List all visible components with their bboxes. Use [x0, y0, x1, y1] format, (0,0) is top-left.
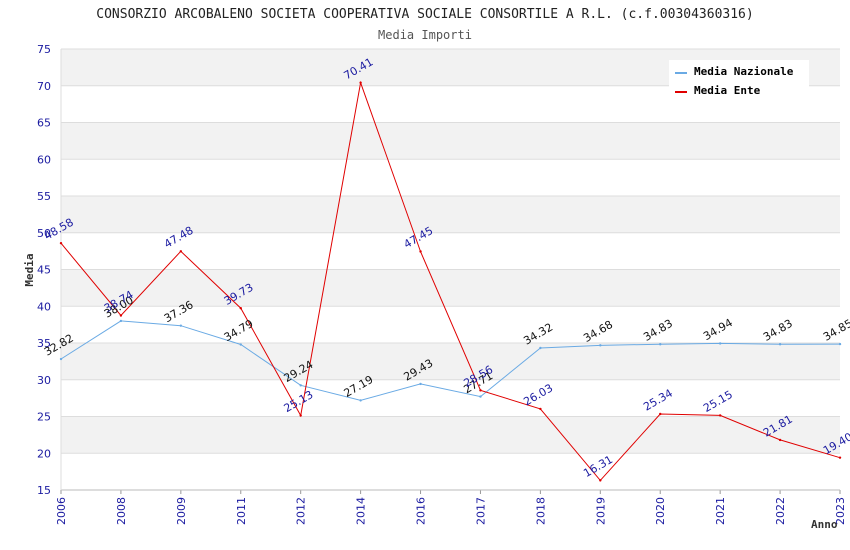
data-point-nazionale — [539, 346, 542, 350]
series-lines — [59, 80, 842, 482]
y-tick-label: 75 — [37, 43, 51, 56]
y-tick-label: 55 — [37, 190, 51, 203]
data-point-nazionale — [59, 357, 63, 361]
data-point-ente — [119, 314, 123, 317]
y-tick-label: 20 — [37, 447, 51, 460]
data-point-nazionale — [718, 342, 722, 345]
y-tick-label: 60 — [37, 153, 51, 166]
legend-label-nazionale: Media Nazionale — [694, 65, 794, 78]
data-point-ente — [599, 479, 602, 482]
grid-band — [61, 196, 840, 233]
y-axis-ticks: 15 20 25 30 35 40 45 50 55 60 65 70 75 — [37, 43, 51, 497]
x-tick-label: 2018 — [534, 497, 547, 525]
x-axis-ticks: 2006 2008 2009 2011 2012 2014 2016 2017 2018 2019… — [55, 497, 847, 525]
x-tick-label: 2023 — [834, 497, 847, 525]
x-tick-label: 2020 — [654, 497, 667, 525]
data-point-ente — [778, 438, 782, 442]
data-point-ente — [239, 307, 242, 310]
grid-band — [61, 343, 840, 380]
data-point-ente — [539, 407, 542, 411]
data-point-nazionale — [239, 343, 242, 346]
x-tick-label: 2014 — [355, 497, 368, 525]
grid-band — [61, 269, 840, 307]
legend-box — [669, 60, 809, 102]
x-tick-label: 2008 — [115, 497, 128, 525]
x-tick-label: 2021 — [714, 497, 727, 525]
chart-title: CONSORZIO ARCOBALENO SOCIETA COOPERATIVA… — [96, 7, 753, 22]
data-point-ente — [59, 241, 63, 245]
data-point-nazionale — [838, 342, 842, 346]
data-point-ente — [359, 81, 362, 84]
series-line-nazionale — [60, 320, 841, 401]
grid-band — [61, 306, 840, 343]
series-line-ente — [60, 80, 841, 482]
y-tick-label: 15 — [37, 484, 51, 497]
grid-band — [61, 379, 840, 417]
y-tick-label: 25 — [37, 411, 51, 424]
x-tick-label: 2016 — [415, 497, 428, 525]
grid-band — [61, 453, 840, 490]
data-point-ente — [718, 414, 722, 417]
y-tick-label: 65 — [37, 117, 51, 130]
grid-band — [61, 232, 840, 270]
data-point-nazionale — [179, 324, 183, 327]
data-point-nazionale — [359, 399, 362, 402]
data-point-ente — [659, 412, 662, 416]
data-point-ente — [179, 250, 183, 253]
x-tick-label: 2012 — [295, 497, 308, 525]
data-point-ente — [419, 250, 422, 253]
x-tick-label: 2011 — [235, 497, 248, 525]
data-point-ente — [299, 414, 302, 417]
data-point-nazionale — [479, 395, 482, 398]
legend: Media Nazionale Media Ente — [669, 60, 809, 102]
grid-band — [61, 122, 840, 160]
grid — [60, 48, 841, 494]
x-axis-label: Anno — [811, 518, 838, 531]
data-point-nazionale — [419, 382, 422, 386]
data-point-ente — [479, 389, 482, 392]
data-point-nazionale — [299, 384, 302, 387]
chart-subtitle: Media Importi — [378, 28, 472, 42]
y-tick-label: 30 — [37, 374, 51, 387]
y-tick-label: 35 — [37, 337, 51, 350]
data-point-nazionale — [778, 343, 782, 346]
x-tick-label: 2022 — [774, 497, 787, 525]
y-tick-label: 50 — [37, 227, 51, 240]
x-tick-label: 2006 — [55, 497, 68, 525]
data-point-nazionale — [119, 319, 123, 323]
grid-band — [61, 159, 840, 196]
y-tick-label: 45 — [37, 264, 51, 277]
x-tick-label: 2019 — [594, 497, 607, 525]
y-tick-label: 70 — [37, 80, 51, 93]
data-point-nazionale — [599, 344, 602, 347]
x-tick-label: 2017 — [474, 497, 487, 525]
legend-label-ente: Media Ente — [694, 84, 761, 97]
y-tick-label: 40 — [37, 300, 51, 313]
data-point-ente — [838, 456, 842, 459]
data-point-nazionale — [659, 343, 662, 346]
y-axis-label: Media — [23, 253, 36, 286]
x-tick-label: 2009 — [175, 497, 188, 525]
grid-band — [61, 416, 840, 454]
